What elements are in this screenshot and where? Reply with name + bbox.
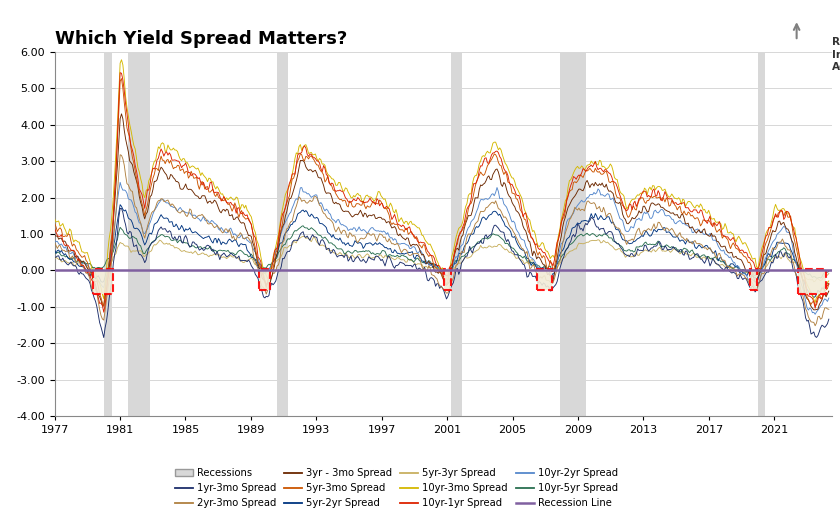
FancyBboxPatch shape bbox=[750, 268, 757, 290]
FancyBboxPatch shape bbox=[537, 268, 552, 290]
FancyBboxPatch shape bbox=[797, 268, 827, 294]
Legend: Recessions, 1yr-3mo Spread, 2yr-3mo Spread, 3yr - 3mo Spread, 5yr-3mo Spread, 5y: Recessions, 1yr-3mo Spread, 2yr-3mo Spre… bbox=[175, 469, 618, 509]
Bar bbox=[758, 52, 765, 416]
Bar bbox=[276, 52, 287, 416]
FancyBboxPatch shape bbox=[444, 268, 451, 290]
Bar bbox=[451, 52, 462, 416]
FancyBboxPatch shape bbox=[92, 268, 113, 294]
Text: Real
Investment
Advice: Real Investment Advice bbox=[832, 37, 840, 72]
Bar bbox=[560, 52, 586, 416]
Text: Which Yield Spread Matters?: Which Yield Spread Matters? bbox=[55, 30, 347, 48]
Bar bbox=[103, 52, 112, 416]
FancyBboxPatch shape bbox=[259, 268, 270, 290]
Bar bbox=[129, 52, 150, 416]
